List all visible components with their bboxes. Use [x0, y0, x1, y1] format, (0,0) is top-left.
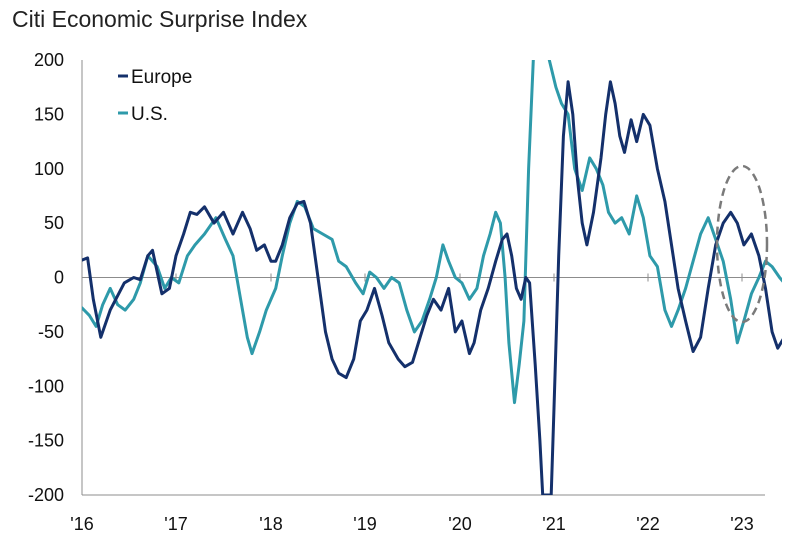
- legend-label: Europe: [131, 67, 192, 88]
- x-tick-label: '16: [70, 514, 93, 534]
- series-line-us: [82, 60, 782, 405]
- legend-label: U.S.: [131, 104, 168, 125]
- series-line-europe: [82, 80, 782, 495]
- y-tick-label: -200: [28, 485, 64, 505]
- highlight-ellipse: [715, 164, 769, 324]
- y-tick-label: 150: [34, 104, 64, 124]
- x-tick-label: '17: [164, 514, 187, 534]
- y-tick-label: -100: [28, 376, 64, 396]
- annotations: [715, 164, 769, 324]
- y-tick-label: 0: [54, 268, 64, 288]
- x-tick-label: '20: [448, 514, 471, 534]
- y-tick-label: 200: [34, 50, 64, 70]
- legend: Europe U.S.: [118, 67, 192, 125]
- y-tick-label: -150: [28, 431, 64, 451]
- x-tick-label: '19: [353, 514, 376, 534]
- y-tick-label: 100: [34, 159, 64, 179]
- series-lines: [82, 60, 782, 495]
- x-tick-label: '18: [259, 514, 282, 534]
- axes: 200 150 100 50 0 -50 -100 -150 -200 '16 '17 '18 '19 '…: [28, 50, 765, 534]
- x-tick-label: '21: [542, 514, 565, 534]
- x-tick-label: '22: [636, 514, 659, 534]
- chart-title: Citi Economic Surprise Index: [12, 6, 308, 32]
- y-tick-label: -50: [38, 322, 64, 342]
- x-tick-label: '23: [730, 514, 753, 534]
- y-tick-label: 50: [44, 213, 64, 233]
